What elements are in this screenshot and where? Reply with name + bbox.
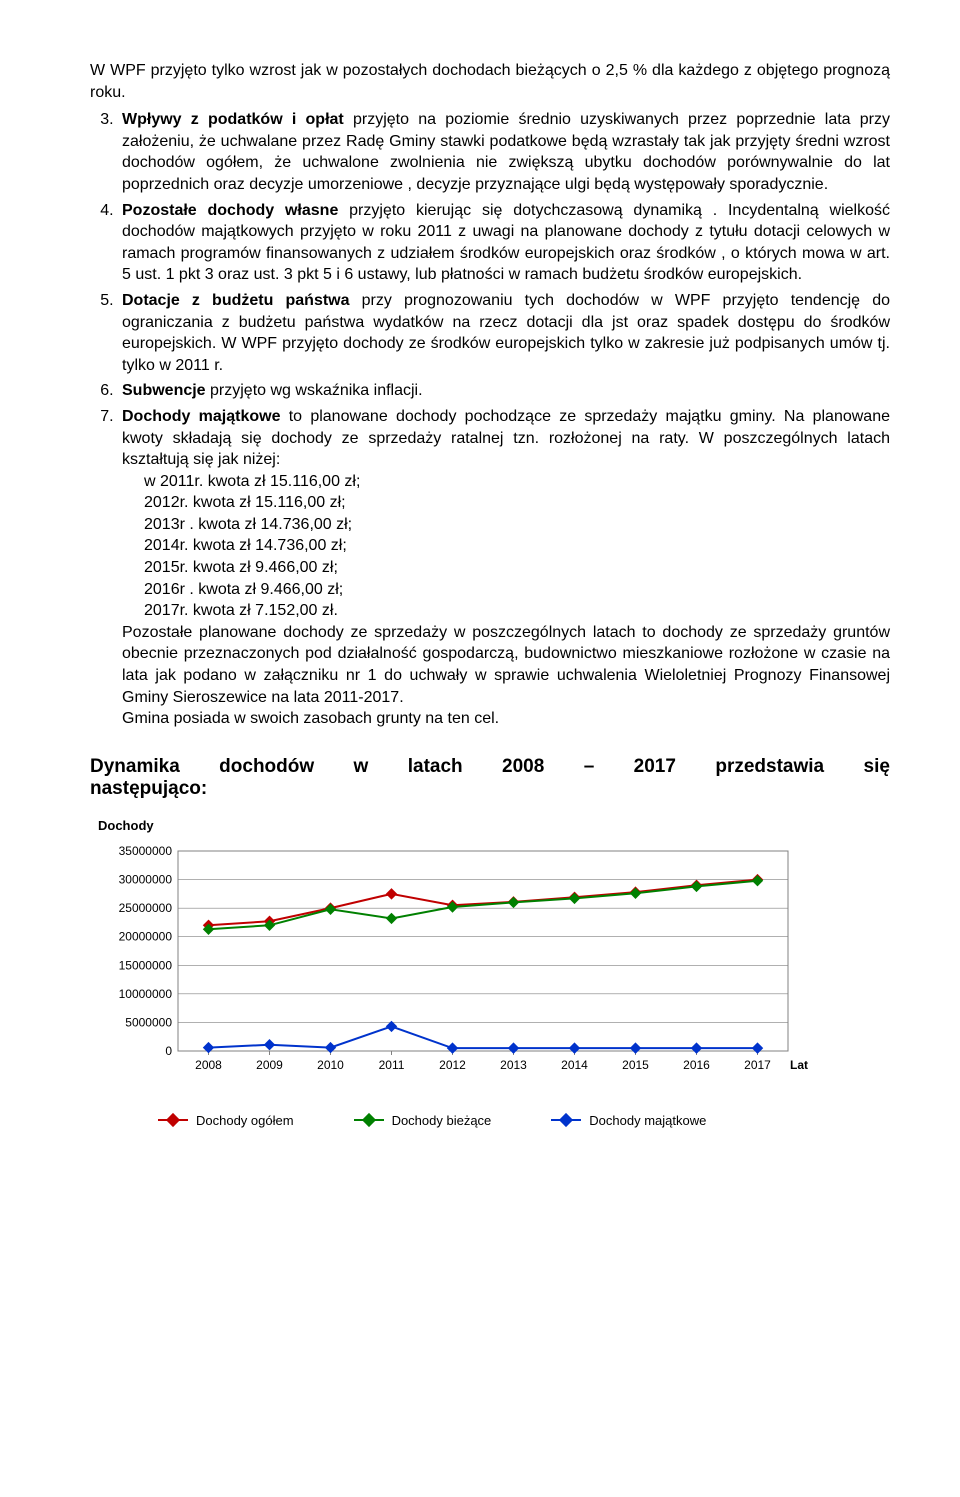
intro-paragraph: W WPF przyjęto tylko wzrost jak w pozost… xyxy=(90,60,890,103)
svg-text:2017: 2017 xyxy=(744,1058,771,1072)
numbered-list: Wpływy z podatków i opłat przyjęto na po… xyxy=(90,109,890,730)
svg-text:20000000: 20000000 xyxy=(119,930,173,944)
legend-label: Dochody majątkowe xyxy=(589,1113,706,1128)
svg-text:2015: 2015 xyxy=(622,1058,649,1072)
legend-item: Dochody ogółem xyxy=(158,1113,294,1128)
after-years-paragraph-2: Gmina posiada w swoich zasobach grunty n… xyxy=(122,708,890,730)
legend-marker-icon xyxy=(551,1114,581,1126)
svg-text:2014: 2014 xyxy=(561,1058,588,1072)
list-item: Dotacje z budżetu państwa przy prognozow… xyxy=(118,290,890,376)
legend-item: Dochody bieżące xyxy=(354,1113,492,1128)
list-item: Wpływy z podatków i opłat przyjęto na po… xyxy=(118,109,890,195)
svg-text:2012: 2012 xyxy=(439,1058,466,1072)
year-line: 2016r . kwota zł 9.466,00 zł; xyxy=(144,579,890,601)
year-line: 2012r. kwota zł 15.116,00 zł; xyxy=(144,492,890,514)
year-line: 2015r. kwota zł 9.466,00 zł; xyxy=(144,557,890,579)
svg-text:5000000: 5000000 xyxy=(125,1015,172,1029)
list-item: Subwencje przyjęto wg wskaźnika inflacji… xyxy=(118,380,890,402)
chart-heading: Dynamika dochodów w latach 2008 – 2017 p… xyxy=(90,756,890,778)
svg-text:2010: 2010 xyxy=(317,1058,344,1072)
year-line: 2014r. kwota zł 14.736,00 zł; xyxy=(144,535,890,557)
svg-text:Lata: Lata xyxy=(790,1058,808,1072)
line-chart: 0 5000000 10000000 15000000 20000000 25000000… xyxy=(98,841,808,1091)
svg-text:0: 0 xyxy=(165,1044,172,1058)
svg-text:2013: 2013 xyxy=(500,1058,527,1072)
list-item-lead: Dochody majątkowe xyxy=(122,408,281,425)
list-item-lead: Subwencje xyxy=(122,382,206,399)
svg-text:25000000: 25000000 xyxy=(119,901,173,915)
svg-text:2009: 2009 xyxy=(256,1058,283,1072)
list-item-lead: Dotacje z budżetu państwa xyxy=(122,292,350,309)
chart-heading-line2: następująco: xyxy=(90,778,890,800)
chart-y-axis-label: Dochody xyxy=(98,818,890,833)
list-item: Pozostałe dochody własne przyjęto kieruj… xyxy=(118,200,890,286)
legend-label: Dochody ogółem xyxy=(196,1113,294,1128)
svg-text:10000000: 10000000 xyxy=(119,987,173,1001)
legend-label: Dochody bieżące xyxy=(392,1113,492,1128)
list-item-rest: przyjęto wg wskaźnika inflacji. xyxy=(206,382,423,399)
svg-text:2011: 2011 xyxy=(379,1058,405,1072)
list-item: Dochody majątkowe to planowane dochody p… xyxy=(118,406,890,730)
svg-text:15000000: 15000000 xyxy=(119,958,173,972)
svg-text:30000000: 30000000 xyxy=(119,872,173,886)
legend-item: Dochody majątkowe xyxy=(551,1113,706,1128)
year-amounts: w 2011r. kwota zł 15.116,00 zł; 2012r. k… xyxy=(144,471,890,622)
legend-marker-icon xyxy=(354,1114,384,1126)
list-item-lead: Pozostałe dochody własne xyxy=(122,202,338,219)
legend-marker-icon xyxy=(158,1114,188,1126)
year-line: 2013r . kwota zł 14.736,00 zł; xyxy=(144,514,890,536)
year-line: 2017r. kwota zł 7.152,00 zł. xyxy=(144,600,890,622)
svg-text:2016: 2016 xyxy=(683,1058,710,1072)
year-line: w 2011r. kwota zł 15.116,00 zł; xyxy=(144,471,890,493)
after-years-paragraph: Pozostałe planowane dochody ze sprzedaży… xyxy=(122,622,890,708)
svg-text:35000000: 35000000 xyxy=(119,844,173,858)
chart-container: Dochody 0 5000000 10000000 15000000 20000000… xyxy=(98,818,890,1128)
chart-legend: Dochody ogółem Dochody bieżące Dochody m… xyxy=(158,1113,890,1128)
svg-text:2008: 2008 xyxy=(195,1058,222,1072)
list-item-lead: Wpływy z podatków i opłat xyxy=(122,111,344,128)
